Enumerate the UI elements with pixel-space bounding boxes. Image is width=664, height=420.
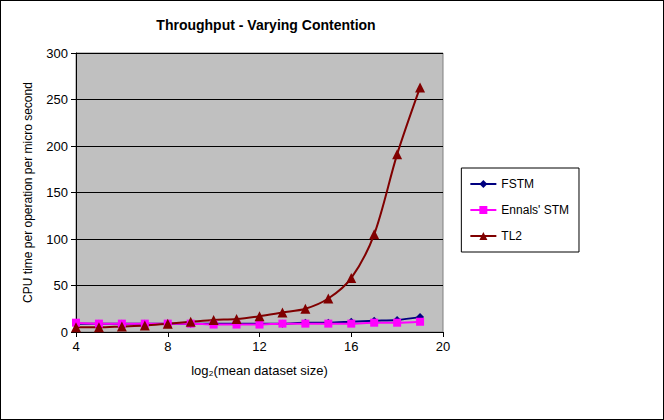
svg-text:250: 250	[46, 92, 68, 107]
svg-text:16: 16	[344, 339, 358, 354]
svg-text:150: 150	[46, 185, 68, 200]
svg-text:300: 300	[46, 46, 68, 61]
svg-text:0: 0	[61, 325, 68, 340]
svg-text:200: 200	[46, 139, 68, 154]
svg-text:12: 12	[252, 339, 266, 354]
svg-text:100: 100	[46, 232, 68, 247]
svg-text:TL2: TL2	[501, 229, 522, 243]
svg-text:Ennals' STM: Ennals' STM	[501, 203, 569, 217]
svg-text:4: 4	[72, 339, 79, 354]
svg-text:FSTM: FSTM	[501, 177, 534, 191]
svg-text:Throughput - Varying Contentio: Throughput - Varying Contention	[156, 17, 375, 33]
svg-text:CPU time per operation per mic: CPU time per operation per micro second	[21, 82, 35, 303]
svg-text:20: 20	[436, 339, 450, 354]
svg-text:log₂(mean dataset size): log₂(mean dataset size)	[191, 363, 328, 378]
svg-text:8: 8	[164, 339, 171, 354]
svg-text:50: 50	[54, 278, 68, 293]
